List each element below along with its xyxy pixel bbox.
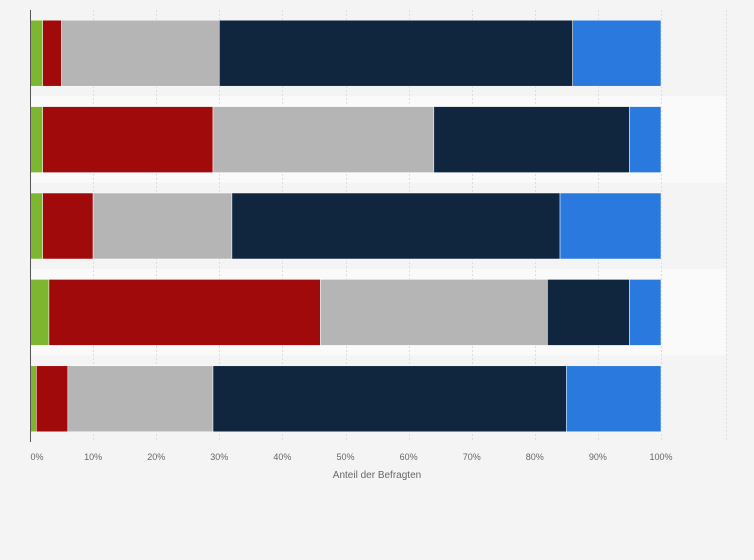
x-tick-label: 0% <box>30 452 43 462</box>
bars <box>29 19 662 433</box>
x-tick-label: 10% <box>84 452 102 462</box>
bar-segment[interactable] <box>212 106 435 173</box>
bar-segment[interactable] <box>29 192 43 260</box>
bar-segment[interactable] <box>629 279 662 346</box>
x-tick-label: 100% <box>649 452 672 462</box>
x-tick-labels: 0% 10% 20% 30% 40% 50% 60% 70% 80% 90% 100% <box>30 452 672 462</box>
bar-segment[interactable] <box>572 19 662 87</box>
bar-segment[interactable] <box>212 365 567 433</box>
bar-segment[interactable] <box>42 106 214 173</box>
bar-segment[interactable] <box>29 279 50 346</box>
x-tick-label: 30% <box>210 452 228 462</box>
x-tick-label: 20% <box>147 452 165 462</box>
bar-segment[interactable] <box>547 279 630 346</box>
bar-segment[interactable] <box>29 19 43 87</box>
bar-segment[interactable] <box>566 365 662 433</box>
bar-segment[interactable] <box>320 279 548 346</box>
bar-segment[interactable] <box>219 19 573 87</box>
bar-segment[interactable] <box>61 19 220 87</box>
x-tick-label: 40% <box>273 452 291 462</box>
x-tick-label: 70% <box>463 452 481 462</box>
bar-segment[interactable] <box>42 192 94 260</box>
x-tick-label: 60% <box>400 452 418 462</box>
bar-segment[interactable] <box>629 106 662 173</box>
bar-segment[interactable] <box>29 106 43 173</box>
bar-segment[interactable] <box>92 192 233 260</box>
bar-segment[interactable] <box>36 365 69 433</box>
bar-segment[interactable] <box>559 192 662 260</box>
bar-segment[interactable] <box>42 19 62 87</box>
bar-segment[interactable] <box>67 365 214 433</box>
bar-segment[interactable] <box>433 106 630 173</box>
x-axis-title: Anteil der Befragten <box>333 470 421 481</box>
bar-segment[interactable] <box>48 279 321 346</box>
x-tick-label: 50% <box>336 452 354 462</box>
x-tick-label: 90% <box>589 452 607 462</box>
bar-segment[interactable] <box>231 192 561 260</box>
x-tick-label: 80% <box>526 452 544 462</box>
